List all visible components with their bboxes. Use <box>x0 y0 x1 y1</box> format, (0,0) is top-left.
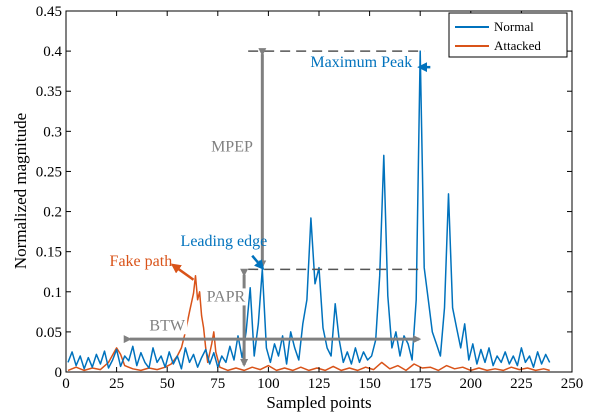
plot-area <box>66 11 572 372</box>
legend-box <box>448 12 568 58</box>
y-tick-label: 0.45 <box>36 4 62 20</box>
x-tick-label: 200 <box>460 376 483 392</box>
y-tick-label: 0.15 <box>36 245 62 261</box>
legend-label-normal: Normal <box>494 19 534 34</box>
x-tick-label: 150 <box>358 376 381 392</box>
series-line-normal <box>67 50 551 370</box>
fake-path-arrow <box>170 263 195 281</box>
y-tick-label: 0.4 <box>43 44 62 60</box>
papr-label-bg <box>205 288 246 306</box>
series-line-attacked <box>67 274 550 372</box>
x-tick-label: 175 <box>409 376 432 392</box>
y-tick-label: 0.35 <box>36 84 62 100</box>
y-tick-label: 0.3 <box>43 124 62 140</box>
x-tick-label: 25 <box>109 376 124 392</box>
tick-layer: 0 25 50 75 100 125 150 175 200 225 250 0 0.05 0.1 0.15… <box>36 4 584 392</box>
leading-edge-label: Leading edge <box>181 233 268 250</box>
maximum-peak-label: Maximum Peak <box>310 54 412 71</box>
btw-label: BTW <box>149 317 185 334</box>
papr-label: PAPR <box>207 288 246 305</box>
x-tick-label: 0 <box>62 376 70 392</box>
legend-label-attacked: Attacked <box>494 38 541 53</box>
mpep-label: MPEP <box>211 138 253 155</box>
series-layer <box>67 50 551 372</box>
y-tick-label: 0.25 <box>36 164 62 180</box>
y-tick-label: 0.2 <box>43 205 62 221</box>
leading-edge-arrow <box>251 254 265 271</box>
x-axis-label: Sampled points <box>266 393 371 412</box>
legend: Normal Attacked <box>448 12 568 58</box>
annotation-layer: Maximum Peak MPEP Leading edge Fake path PAP… <box>110 48 431 367</box>
btw-label-bg <box>147 317 188 335</box>
fake-path-label: Fake path <box>110 253 173 270</box>
x-tick-label: 75 <box>210 376 225 392</box>
y-tick-label: 0 <box>55 365 63 381</box>
x-tick-label: 50 <box>160 376 175 392</box>
y-tick-label: 0.1 <box>43 285 62 301</box>
x-tick-label: 225 <box>510 376 533 392</box>
y-axis-label: Normalized magnitude <box>11 113 30 269</box>
x-tick-label: 100 <box>257 376 280 392</box>
x-tick-label: 125 <box>308 376 331 392</box>
x-tick-label: 250 <box>561 376 584 392</box>
y-tick-label: 0.05 <box>36 325 62 341</box>
